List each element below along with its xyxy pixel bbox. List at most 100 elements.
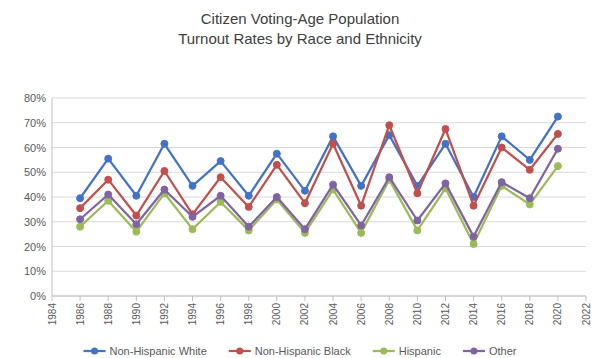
grid-line (52, 246, 586, 247)
series-marker (470, 233, 477, 240)
legend-label: Non-Hispanic White (110, 345, 207, 357)
y-tick-label: 30% (24, 216, 46, 228)
series-marker (245, 203, 252, 210)
series-marker (77, 223, 84, 230)
x-tick-label: 1998 (243, 303, 254, 326)
background (0, 0, 600, 358)
series-line (80, 149, 558, 237)
series-marker (414, 190, 421, 197)
series-marker (273, 150, 280, 157)
x-tick (276, 296, 277, 301)
x-tick-label: 2014 (468, 303, 479, 326)
plot-area (77, 113, 562, 247)
series-marker (554, 113, 561, 120)
x-tick (333, 296, 334, 301)
series-marker (442, 125, 449, 132)
series-marker (554, 145, 561, 152)
x-tick-label: 2016 (496, 303, 507, 326)
y-tick-label: 0% (30, 290, 46, 302)
series-marker (358, 229, 365, 236)
series-marker (301, 200, 308, 207)
grid-line (52, 271, 586, 272)
x-tick-label: 1986 (75, 303, 86, 326)
subtitle: Turnout Rates by Race and Ethnicity (178, 30, 422, 47)
legend: Non-Hispanic White Non-Hispanic Black Hisp… (84, 345, 517, 357)
legend-label: Non-Hispanic Black (255, 345, 351, 357)
x-tick-label: 1990 (131, 303, 142, 326)
x-tick (557, 296, 558, 301)
series-marker (161, 140, 168, 147)
x-tick (417, 296, 418, 301)
grid-line (52, 122, 586, 123)
series-marker (217, 174, 224, 181)
legend-marker (470, 348, 477, 355)
x-tick-label: 2000 (271, 303, 282, 326)
series-marker (414, 217, 421, 224)
x-tick (192, 296, 193, 301)
series-marker (330, 181, 337, 188)
y-tick-label: 80% (24, 92, 46, 104)
series-marker (217, 192, 224, 199)
series-marker (498, 179, 505, 186)
x-tick (501, 296, 502, 301)
series-line (80, 117, 558, 199)
x-tick (108, 296, 109, 301)
series-marker (526, 166, 533, 173)
series-marker (133, 228, 140, 235)
y-tick-label: 70% (24, 117, 46, 129)
legend-label: Other (489, 345, 517, 357)
x-tick (80, 296, 81, 301)
x-tick-label: 2008 (384, 303, 395, 326)
x-tick-label: 2010 (412, 303, 423, 326)
x-tick (304, 296, 305, 301)
x-tick-label: 2012 (440, 303, 451, 326)
y-tick-label: 20% (24, 241, 46, 253)
series-marker (414, 227, 421, 234)
series-marker (498, 144, 505, 151)
grid-line (52, 147, 586, 148)
x-tick-label: 1988 (103, 303, 114, 326)
legend-marker (91, 348, 98, 355)
series-marker (161, 186, 168, 193)
x-tick (220, 296, 221, 301)
legend-label: Hispanic (399, 345, 442, 357)
x-tick-label: 2006 (356, 303, 367, 326)
x-tick (529, 296, 530, 301)
series-marker (77, 216, 84, 223)
x-tick (586, 296, 587, 301)
series-marker (554, 130, 561, 137)
series-marker (386, 122, 393, 129)
x-tick-label: 2022 (581, 303, 592, 326)
title: Citizen Voting-Age Population (201, 10, 399, 27)
series-marker (301, 226, 308, 233)
series-marker (189, 226, 196, 233)
series-marker (526, 156, 533, 163)
series-marker (133, 212, 140, 219)
y-tick-label: 50% (24, 166, 46, 178)
series-marker (245, 223, 252, 230)
series-marker (330, 133, 337, 140)
x-tick-label: 1996 (215, 303, 226, 326)
x-tick (389, 296, 390, 301)
x-tick-label: 2002 (299, 303, 310, 326)
series-marker (105, 155, 112, 162)
series-marker (77, 205, 84, 212)
series-marker (442, 140, 449, 147)
x-tick (445, 296, 446, 301)
series-marker (273, 161, 280, 168)
series-marker (358, 222, 365, 229)
series-marker (133, 221, 140, 228)
series-marker (330, 140, 337, 147)
x-tick (248, 296, 249, 301)
y-tick-label: 60% (24, 142, 46, 154)
x-tick (52, 296, 53, 301)
x-tick-label: 1984 (47, 303, 58, 326)
series-marker (358, 182, 365, 189)
series-marker (386, 174, 393, 181)
x-tick (136, 296, 137, 301)
series-marker (442, 180, 449, 187)
x-tick (361, 296, 362, 301)
x-tick (164, 296, 165, 301)
series-marker (245, 192, 252, 199)
series-marker (554, 163, 561, 170)
